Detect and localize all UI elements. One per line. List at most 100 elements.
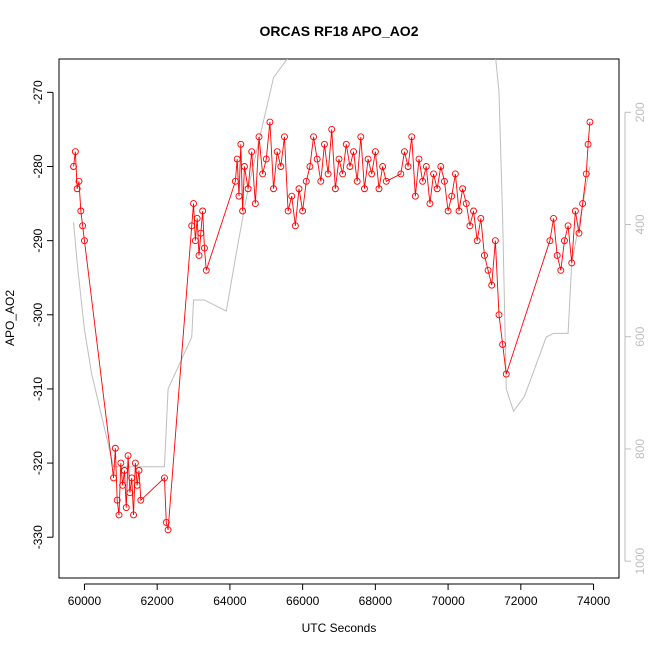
x-tick-label: 64000 bbox=[213, 594, 247, 608]
data-point bbox=[162, 518, 170, 526]
y-tick-label: -330 bbox=[31, 525, 45, 549]
y-tick-label: -300 bbox=[31, 302, 45, 326]
data-point bbox=[119, 481, 127, 489]
data-point bbox=[371, 148, 379, 156]
data-point bbox=[164, 526, 172, 534]
data-point bbox=[313, 155, 321, 163]
data-point bbox=[270, 185, 277, 193]
data-point bbox=[462, 200, 470, 208]
data-point bbox=[266, 118, 274, 126]
y-axis-label: APO_AO2 bbox=[3, 290, 17, 346]
x-tick-label: 62000 bbox=[140, 594, 174, 608]
data-point bbox=[502, 370, 510, 378]
data-point bbox=[448, 192, 456, 200]
data-point bbox=[193, 214, 201, 222]
data-point bbox=[339, 170, 347, 178]
data-point bbox=[328, 125, 336, 133]
data-point bbox=[251, 200, 259, 208]
data-point bbox=[273, 148, 281, 156]
data-point bbox=[353, 177, 361, 185]
data-point bbox=[197, 229, 205, 237]
data-point bbox=[364, 155, 372, 163]
data-point bbox=[488, 281, 496, 289]
data-point bbox=[241, 163, 248, 170]
data-point bbox=[277, 163, 285, 170]
data-point bbox=[553, 252, 561, 259]
y2-tick-label: 200 bbox=[633, 102, 647, 122]
data-point bbox=[473, 237, 481, 245]
data-point bbox=[110, 474, 117, 482]
data-point bbox=[122, 504, 130, 512]
data-point bbox=[426, 200, 434, 208]
data-point bbox=[126, 489, 134, 497]
data-point bbox=[382, 177, 390, 185]
data-point bbox=[306, 163, 314, 170]
data-point bbox=[477, 214, 485, 222]
data-point bbox=[557, 266, 565, 274]
data-point bbox=[190, 200, 197, 208]
data-point bbox=[117, 459, 125, 467]
data-point bbox=[161, 474, 168, 482]
data-point bbox=[441, 177, 448, 185]
x-tick-label: 60000 bbox=[68, 594, 102, 608]
data-point bbox=[295, 185, 303, 193]
data-point bbox=[346, 163, 354, 170]
data-point bbox=[481, 252, 488, 259]
data-point bbox=[201, 244, 208, 252]
data-point bbox=[233, 155, 241, 163]
data-point bbox=[415, 155, 423, 163]
data-point bbox=[259, 170, 267, 178]
data-point bbox=[299, 207, 307, 215]
data-point bbox=[310, 133, 317, 141]
data-point bbox=[495, 311, 503, 319]
series-line-altitude bbox=[73, 59, 591, 468]
x-tick-label: 66000 bbox=[286, 594, 320, 608]
data-point bbox=[281, 133, 288, 141]
data-point bbox=[137, 496, 145, 504]
data-point bbox=[111, 444, 119, 452]
data-point bbox=[419, 177, 427, 185]
series-layer bbox=[70, 59, 594, 534]
data-point bbox=[262, 155, 270, 163]
data-point bbox=[284, 207, 292, 215]
data-point bbox=[455, 207, 463, 215]
data-point bbox=[335, 155, 343, 163]
data-point bbox=[568, 259, 576, 267]
data-point bbox=[231, 177, 239, 185]
x-tick-label: 72000 bbox=[504, 594, 538, 608]
data-point bbox=[321, 140, 328, 148]
data-point bbox=[357, 133, 365, 141]
data-point bbox=[288, 192, 296, 200]
data-point bbox=[379, 163, 387, 170]
data-point bbox=[75, 177, 83, 185]
data-point bbox=[444, 207, 452, 215]
data-point bbox=[499, 341, 507, 348]
data-point bbox=[586, 118, 594, 126]
data-point bbox=[404, 163, 412, 170]
x-tick-label: 74000 bbox=[577, 594, 611, 608]
data-point bbox=[368, 170, 376, 178]
data-point bbox=[561, 237, 568, 245]
data-point bbox=[121, 467, 128, 474]
data-point bbox=[422, 163, 430, 170]
data-point bbox=[546, 237, 554, 245]
series-line-apo-ao2 bbox=[73, 121, 591, 530]
data-point bbox=[239, 207, 247, 215]
data-point bbox=[582, 170, 590, 178]
data-point bbox=[235, 192, 243, 200]
y-axis: -270 -280 -290 -300 -310 -320 -330 bbox=[31, 80, 54, 549]
y-tick-label: -290 bbox=[31, 228, 45, 252]
data-point bbox=[135, 467, 143, 474]
data-point bbox=[79, 222, 87, 230]
data-point bbox=[188, 222, 196, 230]
data-point bbox=[77, 207, 85, 215]
plot-frame bbox=[58, 58, 620, 579]
data-point bbox=[411, 192, 419, 200]
y-tick-label: -310 bbox=[31, 377, 45, 401]
data-point bbox=[131, 459, 139, 467]
data-point bbox=[575, 229, 583, 237]
data-point bbox=[550, 214, 557, 222]
y2-tick-label: 800 bbox=[633, 439, 647, 459]
data-point bbox=[324, 170, 332, 178]
y2-tick-label: 600 bbox=[633, 326, 647, 346]
